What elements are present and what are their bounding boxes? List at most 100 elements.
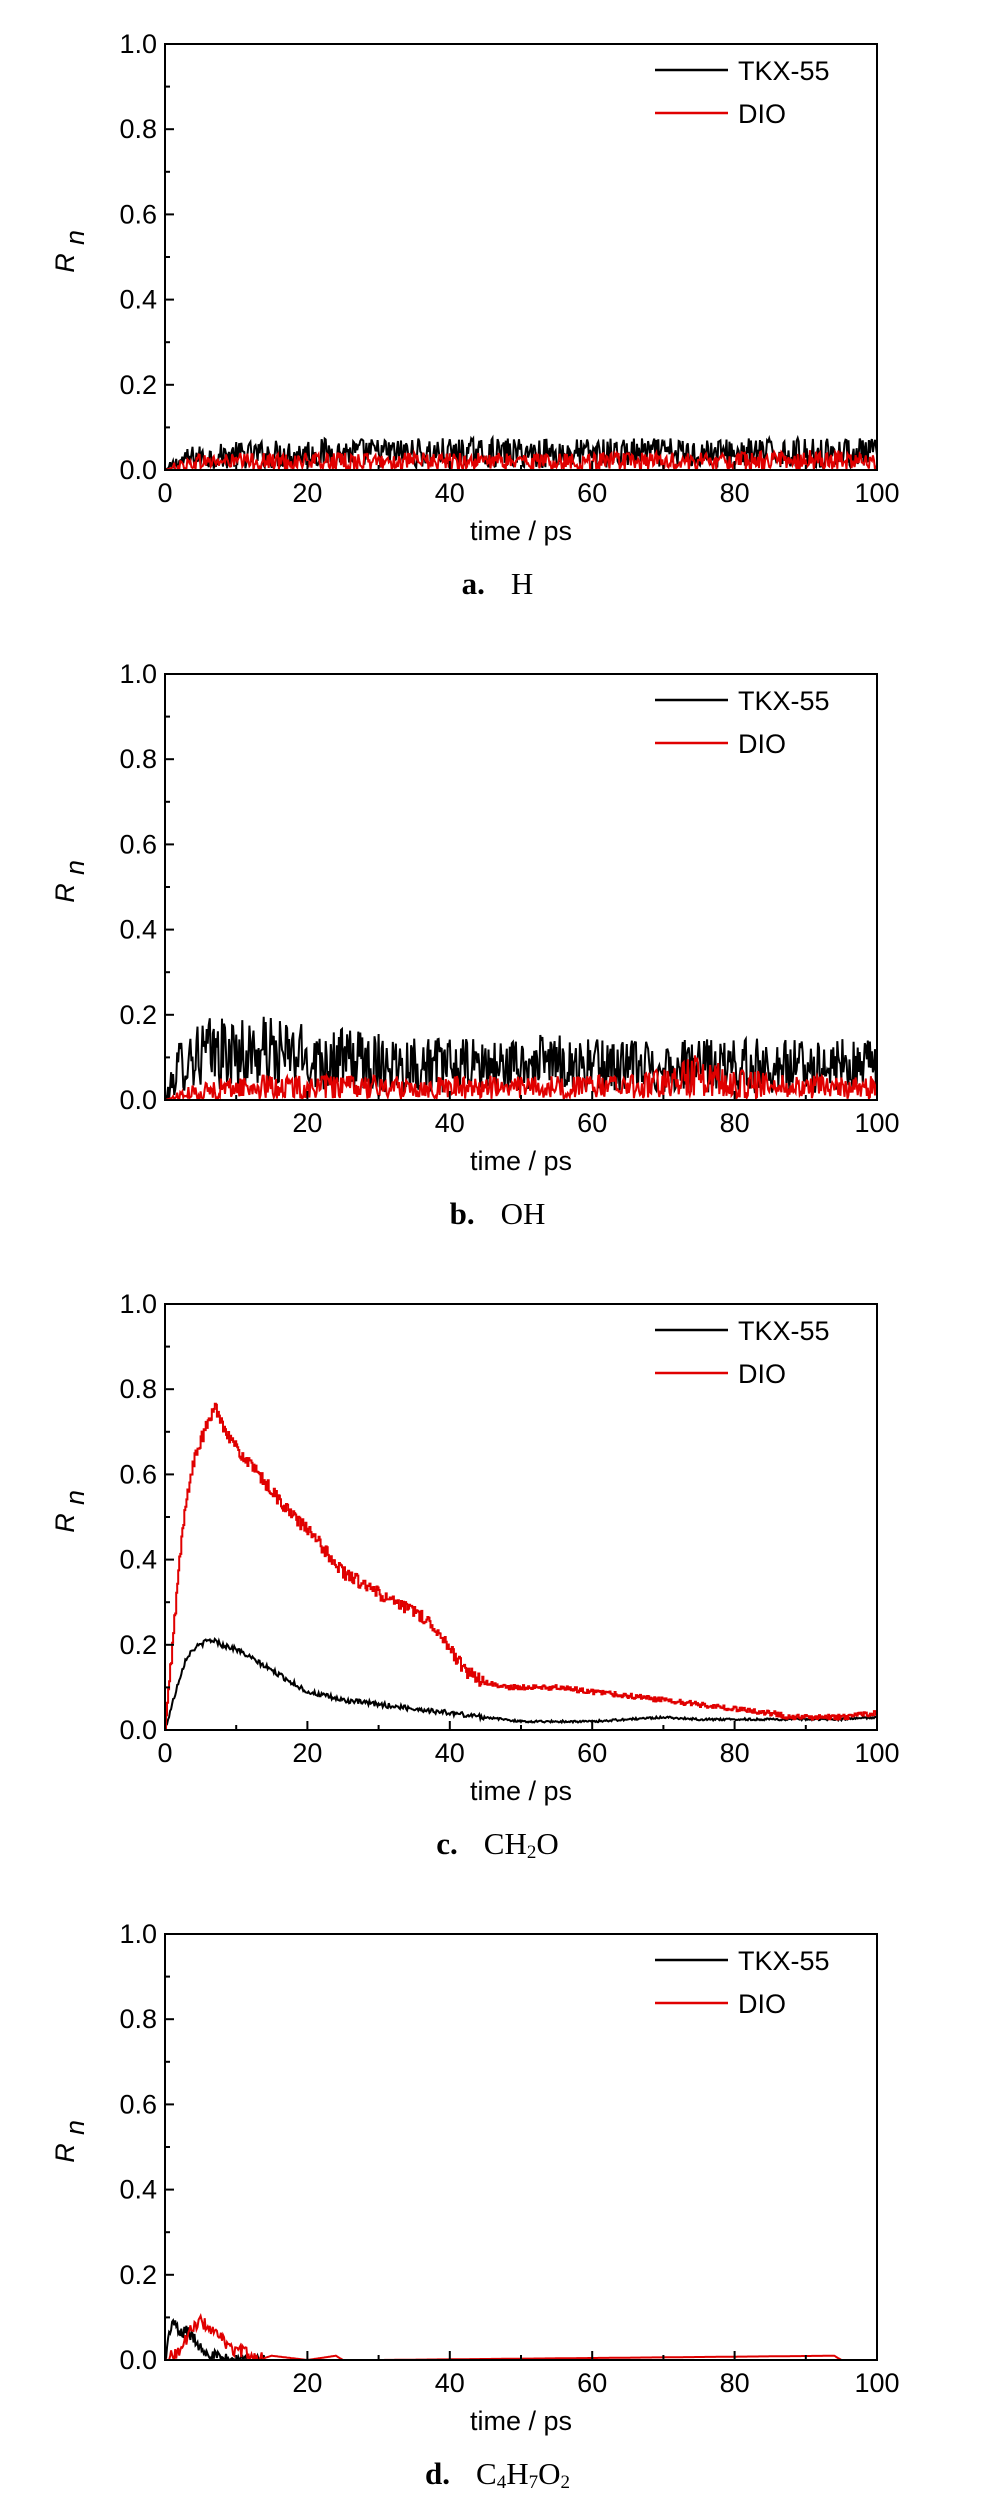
x-tick-label-d-2: 40 bbox=[435, 2368, 465, 2398]
x-tick-label-c-4: 80 bbox=[720, 1738, 750, 1768]
y-tick-label-b-2: 0.4 bbox=[119, 915, 157, 945]
y-tick-label-c-3: 0.6 bbox=[119, 1459, 157, 1489]
x-tick-label-a-3: 60 bbox=[577, 478, 607, 508]
series-line-d-1 bbox=[165, 2313, 877, 2360]
y-tick-label-a-0: 0.0 bbox=[119, 455, 157, 485]
legend-label-a-0: TKX-55 bbox=[738, 56, 830, 86]
legend-label-b-1: DIO bbox=[738, 729, 786, 759]
legend-label-c-0: TKX-55 bbox=[738, 1316, 830, 1346]
x-tick-label-b-5: 100 bbox=[854, 1108, 899, 1138]
y-axis-label-sub-a: n bbox=[60, 230, 90, 245]
x-axis-label-a: time / ps bbox=[470, 516, 572, 546]
caption-species-part-c-0: CH bbox=[483, 1826, 527, 1861]
y-axis-label-main-b: R bbox=[50, 883, 80, 903]
chart-b: 20 40 60 80 100 0.0 0.2 0.4 0.6 0.8 1.0 time / ps Rn… bbox=[50, 659, 900, 1176]
x-tick-label-c-0: 0 bbox=[157, 1738, 172, 1768]
caption-letter-b: b. bbox=[449, 1196, 475, 1231]
panel-c: 0 20 40 60 80 100 0.0 0.2 0.4 0.6 0.8 1.0 time / ps R… bbox=[0, 1260, 995, 1890]
caption-letter-a: a. bbox=[461, 566, 485, 601]
caption-letter-c: c. bbox=[436, 1826, 458, 1861]
caption-species-a: H bbox=[511, 566, 533, 601]
y-tick-label-d-1: 0.2 bbox=[119, 2260, 157, 2290]
x-tick-label-d-4: 80 bbox=[720, 2368, 750, 2398]
caption-species-b: OH bbox=[501, 1196, 546, 1231]
x-tick-label-d-1: 20 bbox=[292, 2368, 322, 2398]
y-axis-label-sub-c: n bbox=[60, 1490, 90, 1505]
x-tick-label-a-4: 80 bbox=[720, 478, 750, 508]
y-tick-label-b-3: 0.6 bbox=[119, 829, 157, 859]
y-tick-label-d-5: 1.0 bbox=[119, 1919, 157, 1949]
caption-a: a. H bbox=[0, 566, 995, 602]
y-tick-label-d-0: 0.0 bbox=[119, 2345, 157, 2375]
legend-label-c-1: DIO bbox=[738, 1359, 786, 1389]
caption-species-sub-d-2: 2 bbox=[560, 2472, 570, 2493]
y-tick-label-b-1: 0.2 bbox=[119, 1000, 157, 1030]
y-axis-label-a: Rn bbox=[50, 230, 90, 273]
x-tick-label-b-3: 60 bbox=[577, 1108, 607, 1138]
series-line-c-1 bbox=[165, 1402, 877, 1729]
x-axis-label-c: time / ps bbox=[470, 1776, 572, 1806]
y-axis-label-main-d: R bbox=[50, 2143, 80, 2163]
chart-a: 0 20 40 60 80 100 0.0 0.2 0.4 0.6 0.8 1.0 time / ps R… bbox=[50, 29, 900, 546]
chart-c: 0 20 40 60 80 100 0.0 0.2 0.4 0.6 0.8 1.0 time / ps R… bbox=[50, 1289, 900, 1806]
y-tick-label-c-0: 0.0 bbox=[119, 1715, 157, 1745]
series-line-a-1 bbox=[165, 448, 877, 470]
x-axis-label-d: time / ps bbox=[470, 2406, 572, 2436]
y-tick-label-c-1: 0.2 bbox=[119, 1630, 157, 1660]
y-tick-label-a-1: 0.2 bbox=[119, 370, 157, 400]
caption-species-sub-c-0: 2 bbox=[526, 1842, 537, 1863]
x-tick-label-d-5: 100 bbox=[854, 2368, 899, 2398]
caption-species-part-b-0: OH bbox=[500, 1196, 546, 1231]
caption-species-sub-d-1: 7 bbox=[528, 2472, 539, 2493]
y-tick-label-b-4: 0.8 bbox=[119, 744, 157, 774]
y-tick-label-c-4: 0.8 bbox=[119, 1374, 157, 1404]
y-axis-label-main-a: R bbox=[50, 253, 80, 273]
x-tick-label-c-3: 60 bbox=[577, 1738, 607, 1768]
x-tick-label-a-0: 0 bbox=[157, 478, 172, 508]
series-line-d-0 bbox=[165, 2317, 877, 2360]
caption-b: b. OH bbox=[0, 1196, 995, 1232]
x-tick-label-b-2: 40 bbox=[435, 1108, 465, 1138]
y-axis-label-sub-b: n bbox=[60, 860, 90, 875]
caption-species-part-d-2: O bbox=[538, 2456, 561, 2491]
series-line-c-0 bbox=[165, 1637, 877, 1730]
caption-species-part-c-1: O bbox=[536, 1826, 559, 1861]
panel-a: 0 20 40 60 80 100 0.0 0.2 0.4 0.6 0.8 1.0 time / ps R… bbox=[0, 0, 995, 630]
y-tick-label-b-5: 1.0 bbox=[119, 659, 157, 689]
y-tick-label-a-2: 0.4 bbox=[119, 285, 157, 315]
y-tick-label-c-2: 0.4 bbox=[119, 1545, 157, 1575]
x-tick-label-c-5: 100 bbox=[854, 1738, 899, 1768]
x-tick-label-b-1: 20 bbox=[292, 1108, 322, 1138]
y-tick-label-a-5: 1.0 bbox=[119, 29, 157, 59]
series-line-b-0 bbox=[165, 1016, 877, 1100]
caption-letter-d: d. bbox=[425, 2456, 451, 2491]
y-axis-label-main-c: R bbox=[50, 1513, 80, 1533]
caption-d: d. C4H7O2 bbox=[0, 2456, 995, 2494]
y-tick-label-d-4: 0.8 bbox=[119, 2004, 157, 2034]
chart-d: 20 40 60 80 100 0.0 0.2 0.4 0.6 0.8 1.0 time / ps Rn… bbox=[50, 1919, 900, 2436]
x-tick-label-b-4: 80 bbox=[720, 1108, 750, 1138]
y-tick-label-b-0: 0.0 bbox=[119, 1085, 157, 1115]
y-axis-label-c: Rn bbox=[50, 1490, 90, 1533]
y-axis-label-d: Rn bbox=[50, 2120, 90, 2163]
x-tick-label-d-3: 60 bbox=[577, 2368, 607, 2398]
y-tick-label-c-5: 1.0 bbox=[119, 1289, 157, 1319]
caption-species-part-d-1: H bbox=[506, 2456, 529, 2491]
caption-species-part-a-0: H bbox=[510, 566, 534, 601]
caption-c: c. CH2O bbox=[0, 1826, 995, 1864]
caption-species-d: C4H7O2 bbox=[476, 2456, 570, 2493]
legend-label-b-0: TKX-55 bbox=[738, 686, 830, 716]
y-tick-label-a-4: 0.8 bbox=[119, 114, 157, 144]
caption-species-part-d-0: C bbox=[476, 2456, 497, 2491]
x-tick-label-c-2: 40 bbox=[435, 1738, 465, 1768]
legend-label-d-1: DIO bbox=[738, 1989, 786, 2019]
series-line-b-1 bbox=[165, 1055, 877, 1100]
x-tick-label-c-1: 20 bbox=[292, 1738, 322, 1768]
caption-species-c: CH2O bbox=[483, 1826, 559, 1863]
y-axis-label-sub-d: n bbox=[60, 2120, 90, 2135]
x-tick-label-a-5: 100 bbox=[854, 478, 899, 508]
y-tick-label-a-3: 0.6 bbox=[119, 199, 157, 229]
